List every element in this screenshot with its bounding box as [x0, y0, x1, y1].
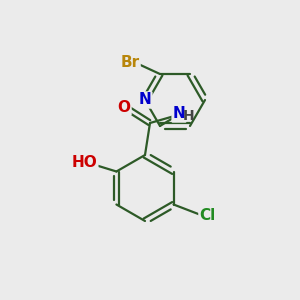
Text: N: N [139, 92, 152, 107]
Text: H: H [183, 109, 195, 123]
Text: N: N [172, 106, 185, 122]
Text: HO: HO [71, 155, 97, 170]
Text: Cl: Cl [200, 208, 216, 223]
Text: Br: Br [120, 55, 140, 70]
Text: O: O [118, 100, 130, 115]
